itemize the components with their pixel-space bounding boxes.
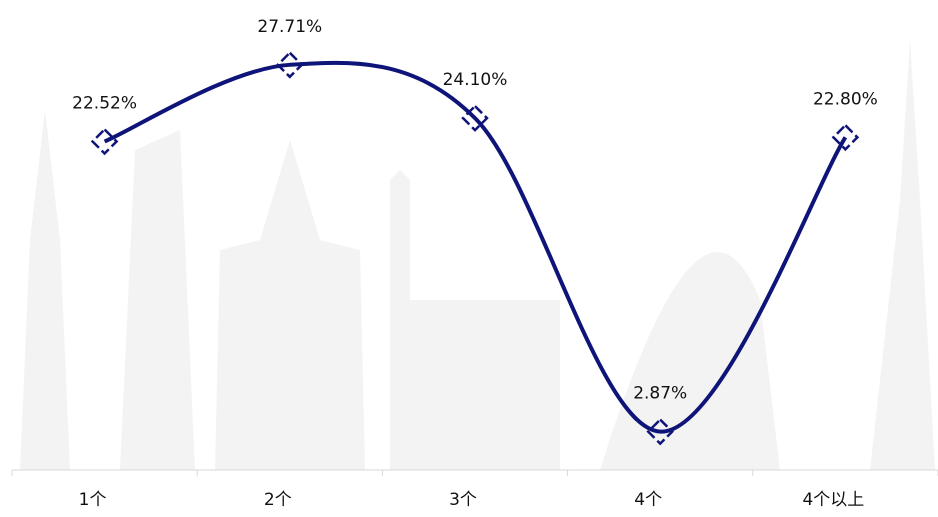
value-label: 2.87% — [633, 384, 687, 404]
x-tick-label: 1个 — [79, 490, 107, 510]
value-label: 24.10% — [443, 70, 508, 90]
x-tick-label: 2个 — [264, 490, 292, 510]
x-tick-label: 4个 — [634, 490, 662, 510]
marker — [461, 104, 489, 132]
x-tick-label: 4个以上 — [802, 490, 864, 510]
marker — [90, 127, 119, 156]
line — [103, 60, 848, 434]
marker — [831, 123, 860, 152]
value-label: 27.71% — [257, 17, 322, 37]
marker — [276, 51, 304, 79]
value-label: 22.52% — [72, 93, 137, 113]
marker — [646, 417, 674, 446]
value-label: 22.80% — [813, 89, 878, 109]
background-silhouettes — [20, 40, 935, 470]
x-tick-label: 3个 — [449, 490, 477, 510]
